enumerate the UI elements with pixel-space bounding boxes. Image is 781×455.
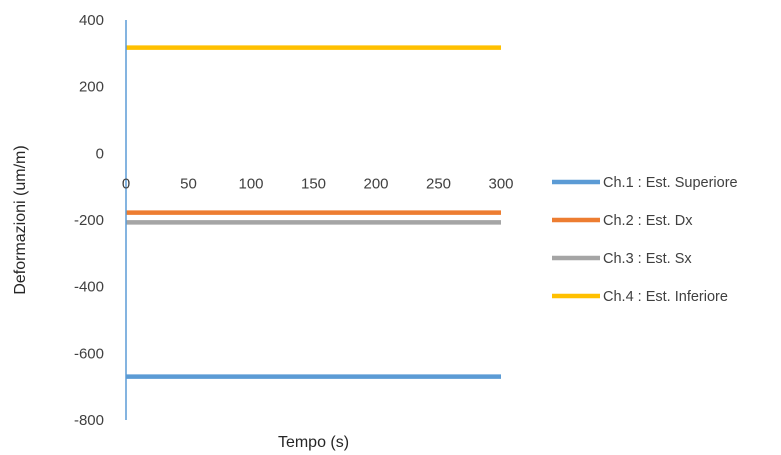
x-tick-label: 0 [122, 175, 130, 192]
legend: Ch.1 : Est. Superiore Ch.2 : Est. Dx Ch.3 … [552, 175, 738, 305]
legend-label-ch1: Ch.1 : Est. Superiore [603, 175, 738, 191]
y-tick-label: -200 [74, 212, 104, 229]
y-axis-title: Deformazioni (um/m) [12, 145, 29, 294]
y-tick-label: 400 [79, 12, 104, 29]
legend-label-ch2: Ch.2 : Est. Dx [603, 213, 693, 229]
x-tick-label: 100 [238, 175, 263, 192]
y-tick-label: 200 [79, 79, 104, 96]
x-axis-title: Tempo (s) [278, 434, 349, 451]
series-layer [126, 45, 501, 379]
x-tick-label: 300 [488, 175, 513, 192]
y-tick-label: -800 [74, 412, 104, 429]
x-tick-label: 200 [363, 175, 388, 192]
x-tick-label: 150 [301, 175, 326, 192]
legend-label-ch3: Ch.3 : Est. Sx [603, 251, 692, 267]
y-tick-label: 0 [96, 145, 104, 162]
y-tick-label: -600 [74, 345, 104, 362]
y-tick-labels: 400 200 0 -200 -400 -600 -800 [74, 12, 104, 429]
x-tick-label: 50 [180, 175, 197, 192]
y-tick-label: -400 [74, 279, 104, 296]
legend-label-ch4: Ch.4 : Est. Inferiore [603, 289, 728, 305]
x-tick-labels: 0 50 100 150 200 250 300 [122, 175, 514, 192]
x-tick-label: 250 [426, 175, 451, 192]
